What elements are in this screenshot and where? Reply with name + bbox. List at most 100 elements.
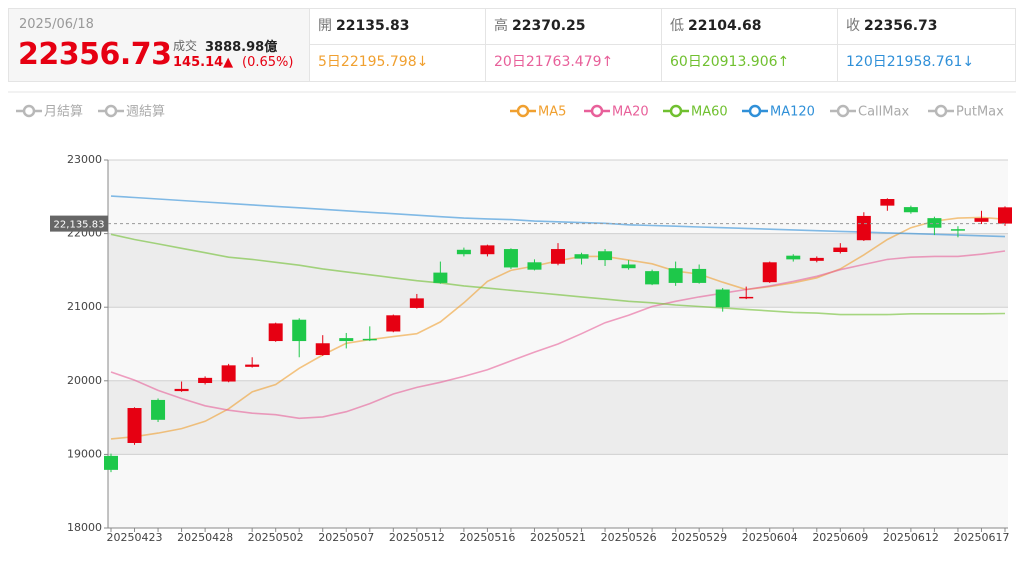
y-tick-label: 19000 <box>67 447 102 460</box>
x-tick-label: 20250512 <box>389 531 445 544</box>
price: 22356.73 <box>18 37 172 72</box>
ma-stat: 20日21763.479↑ <box>485 45 661 81</box>
legend-item[interactable]: 月結算 <box>16 105 83 120</box>
candle-body <box>174 388 189 392</box>
x-tick-label: 20250526 <box>601 531 657 544</box>
x-tick-label: 20250423 <box>107 531 163 544</box>
x-tick-label: 20250428 <box>177 531 233 544</box>
band <box>108 380 1008 455</box>
candle-body <box>503 249 518 268</box>
candle-body <box>433 272 448 283</box>
candle-body <box>268 323 283 342</box>
candle-body <box>362 338 377 341</box>
candle-body <box>974 218 989 222</box>
stat-label: 收 <box>846 18 860 34</box>
reference-tag <box>50 215 108 232</box>
legend-swatch <box>104 104 118 118</box>
candle-body <box>621 264 636 269</box>
stat-value: 22356.73 <box>864 18 938 34</box>
volume: 3888.98億 <box>205 40 278 55</box>
legend-item[interactable]: MA5 <box>510 105 566 120</box>
legend-label: CallMax <box>858 105 909 120</box>
date: 2025/06/18 <box>19 17 94 32</box>
legend-swatch <box>22 104 36 118</box>
candle-body <box>856 215 871 241</box>
candle-body <box>198 377 213 384</box>
x-tick-label: 20250516 <box>459 531 515 544</box>
candle-body <box>739 296 754 299</box>
ma-line <box>110 250 1006 420</box>
volume-label: 成交 <box>173 39 198 53</box>
candle-body <box>221 365 236 382</box>
candle-body <box>998 207 1012 224</box>
legend-label: 月結算 <box>44 105 83 120</box>
stat-cell: 開 22135.83 <box>309 9 485 45</box>
legend-label: MA120 <box>770 105 815 120</box>
legend-item[interactable]: MA120 <box>742 105 815 120</box>
stat-cell: 收 22356.73 <box>837 9 1015 45</box>
candle-body <box>903 207 918 213</box>
x-tick-label: 20250612 <box>883 531 939 544</box>
legend-label: MA20 <box>612 105 649 120</box>
stat-cell: 高 22370.25 <box>485 9 661 45</box>
ma-line <box>110 233 1006 316</box>
ma-stat: 60日20913.906↑ <box>661 45 837 81</box>
candle-body <box>668 268 683 283</box>
stat-cell: 低 22104.68 <box>661 9 837 45</box>
candle-body <box>104 455 118 470</box>
candle-body <box>715 289 730 308</box>
candle-body <box>645 271 660 285</box>
legend-item[interactable]: MA60 <box>663 105 728 120</box>
candle-body <box>292 319 307 342</box>
stat-label: 開 <box>318 18 332 34</box>
legend-swatch <box>590 104 604 118</box>
stat-value: 22104.68 <box>688 18 762 34</box>
candle-body <box>598 251 613 261</box>
reference-label: 22,135.83 <box>54 220 105 231</box>
legend-label: MA60 <box>691 105 728 120</box>
candle-body <box>127 408 142 443</box>
x-tick-label: 20250502 <box>248 531 304 544</box>
candle-body <box>762 262 777 283</box>
legend-item[interactable]: PutMax <box>928 105 1004 120</box>
candle-body <box>151 399 166 420</box>
change: 145.14▲ <box>173 55 234 70</box>
x-tick-label: 20250617 <box>953 531 1009 544</box>
y-tick-label: 23000 <box>67 153 102 166</box>
quote-header: 2025/06/18 22356.73 成交 3888.98億 145.14▲ … <box>8 8 1016 82</box>
candle-body <box>386 315 401 332</box>
legend-item[interactable]: 週結算 <box>98 105 165 120</box>
candle-body <box>315 343 330 356</box>
legend-swatch <box>516 104 530 118</box>
candle-body <box>574 254 589 259</box>
candle-body <box>950 229 965 231</box>
legend-item[interactable]: CallMax <box>830 105 909 120</box>
legend-item[interactable]: MA20 <box>584 105 649 120</box>
y-tick-label: 20000 <box>67 374 102 387</box>
stat-value: 22370.25 <box>512 18 586 34</box>
x-tick-label: 20250609 <box>812 531 868 544</box>
candle-body <box>551 249 565 264</box>
candle-body <box>339 338 354 342</box>
y-tick-label: 18000 <box>67 521 102 534</box>
ma-line <box>110 195 1006 238</box>
x-tick-label: 20250529 <box>671 531 727 544</box>
legend-swatch <box>748 104 762 118</box>
candle-body <box>456 249 471 255</box>
stat-label: 低 <box>670 18 684 34</box>
legend-label: 週結算 <box>126 105 165 120</box>
ma-stat: 120日21958.761↓ <box>837 45 1015 81</box>
candle-body <box>927 218 942 228</box>
x-tick-label: 20250521 <box>530 531 586 544</box>
legend-label: MA5 <box>538 105 566 120</box>
x-tick-label: 20250604 <box>742 531 798 544</box>
legend-swatch <box>934 104 948 118</box>
candle-body <box>786 255 801 260</box>
y-tick-label: 21000 <box>67 300 102 313</box>
candle-body <box>527 262 542 270</box>
stat-label: 高 <box>494 18 508 34</box>
candle-body <box>833 247 848 252</box>
band <box>108 454 1008 528</box>
